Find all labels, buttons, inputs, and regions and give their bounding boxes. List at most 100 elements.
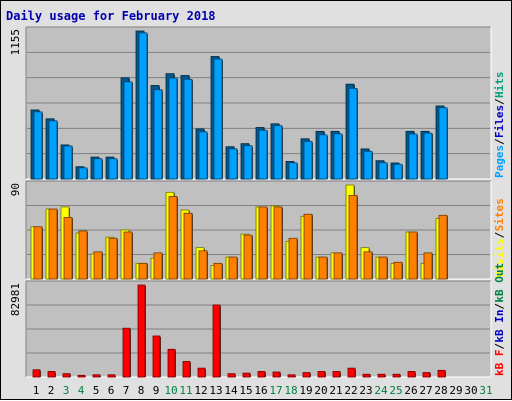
sites-bar [48, 208, 58, 280]
x-tick-label: 30 [464, 384, 477, 397]
x-tick-label: 25 [389, 384, 402, 397]
files-bar [258, 129, 268, 180]
kb-f-bar [212, 304, 221, 378]
legend-visits: Visits [493, 238, 506, 278]
x-tick-label: 6 [108, 384, 115, 397]
legend-pages: Pages [493, 145, 506, 178]
kb-f-bar [302, 372, 311, 378]
files-bar [273, 125, 283, 180]
kb-f-bar [227, 373, 236, 378]
x-tick-label: 7 [123, 384, 130, 397]
sites-bar [273, 206, 283, 280]
sites-bar [258, 206, 268, 280]
kb-f-bar [47, 371, 56, 378]
files-bar [333, 133, 343, 180]
x-tick-label: 23 [359, 384, 372, 397]
files-bar [363, 150, 373, 180]
sites-bar [108, 237, 118, 280]
x-tick-label: 1 [33, 384, 40, 397]
legend-sites: Sites [493, 198, 506, 231]
sites-bar [228, 256, 238, 280]
sites-bar [243, 234, 253, 280]
legend-separator: / [493, 98, 506, 105]
legend-kb-in: kB In [493, 309, 506, 342]
sites-bar [93, 251, 103, 280]
files-bar [198, 131, 208, 180]
x-tick-label: 3 [63, 384, 70, 397]
legend-separator: / [493, 138, 506, 145]
legend-separator: / [493, 343, 506, 350]
files-bar [93, 158, 103, 180]
kb-f-bar [32, 369, 41, 378]
sites-bar [348, 195, 358, 280]
x-tick-label: 22 [344, 384, 357, 397]
sites-bar [183, 212, 193, 280]
y-max-label-hits: 1155 [9, 29, 22, 56]
x-tick-label: 17 [269, 384, 282, 397]
sites-bar [213, 262, 223, 280]
x-tick-label: 16 [254, 384, 267, 397]
legend-kb-out: kB Out [493, 263, 506, 303]
sites-bar [123, 231, 133, 280]
files-bar [243, 145, 253, 180]
kb-f-bar [317, 371, 326, 378]
files-bar [63, 145, 73, 180]
files-bar [168, 77, 178, 180]
sites-bar [288, 237, 298, 280]
x-tick-label: 11 [179, 384, 192, 397]
x-tick-label: 26 [404, 384, 417, 397]
kb-f-bar [407, 371, 416, 378]
sites-bar [423, 252, 433, 280]
legend-separator: / [493, 303, 506, 310]
kb-f-bar [77, 374, 86, 378]
kb-f-bar [107, 374, 116, 378]
files-bar [78, 167, 88, 180]
x-tick-label: 18 [284, 384, 297, 397]
x-tick-label: 4 [78, 384, 85, 397]
files-bar [288, 162, 298, 180]
x-tick-label: 24 [374, 384, 388, 397]
kb-f-bar [122, 327, 131, 378]
sites-bar [138, 262, 148, 280]
sites-bar [333, 252, 343, 280]
files-bar [438, 107, 448, 180]
files-bar [393, 163, 403, 180]
files-bar [318, 134, 328, 180]
files-bar [33, 111, 43, 180]
x-tick-label: 12 [194, 384, 207, 397]
x-tick-label: 9 [153, 384, 160, 397]
sites-bar [63, 216, 73, 280]
kb-f-bar [287, 374, 296, 378]
kb-f-bar [92, 374, 101, 378]
kb-f-bar [182, 361, 191, 378]
x-tick-label: 29 [449, 384, 462, 397]
x-tick-label: 8 [138, 384, 145, 397]
sites-bar [153, 252, 163, 280]
x-tick-label: 5 [93, 384, 100, 397]
files-bar [378, 162, 388, 180]
kb-f-bar [347, 367, 356, 378]
x-tick-label: 14 [224, 384, 238, 397]
kb-f-bar [62, 373, 71, 378]
legend-files: Files [493, 105, 506, 138]
y-max-label-visits: 90 [9, 183, 22, 196]
x-tick-label: 10 [164, 384, 177, 397]
kb-f-bar [377, 373, 386, 378]
files-bar [153, 89, 163, 180]
x-tick-label: 2 [48, 384, 55, 397]
sites-bar [378, 256, 388, 280]
kb-f-bar [272, 371, 281, 378]
kb-f-bar [392, 373, 401, 378]
kb-f-bar [332, 371, 341, 378]
kb-f-bar [422, 372, 431, 378]
legend-separator: / [493, 231, 506, 238]
kb-f-bar [197, 367, 206, 378]
x-tick-label: 27 [419, 384, 432, 397]
x-tick-label: 13 [209, 384, 222, 397]
x-tick-label: 20 [314, 384, 327, 397]
x-tick-label: 19 [299, 384, 312, 397]
files-bar [408, 133, 418, 180]
sites-bar [408, 231, 418, 280]
sites-bar [363, 251, 373, 280]
